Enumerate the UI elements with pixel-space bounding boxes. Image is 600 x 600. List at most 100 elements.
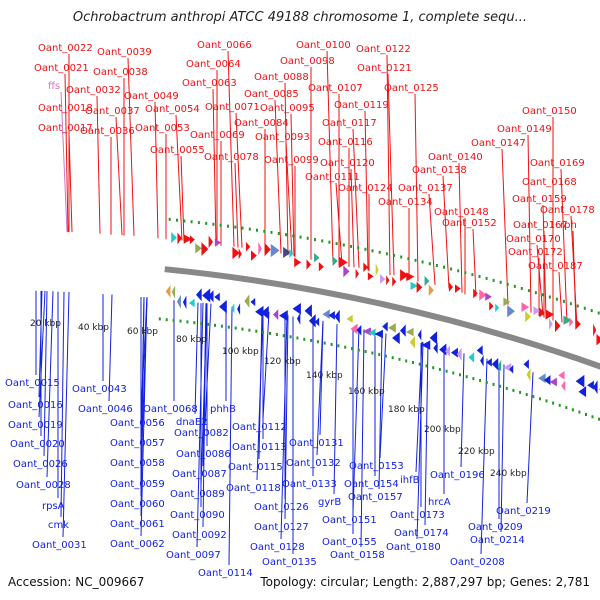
gene-label[interactable]: Oant_0043	[72, 384, 127, 395]
gene-label[interactable]: Oant_0116	[318, 137, 373, 148]
gene-label[interactable]: Oant_0099	[264, 155, 319, 166]
gene-label[interactable]: Oant_0174	[394, 528, 449, 539]
gene-label[interactable]: Oant_0214	[470, 535, 525, 546]
gene-label[interactable]: Oant_0128	[250, 542, 305, 553]
gene-label[interactable]: Oant_0061	[110, 519, 165, 530]
gene-label[interactable]: Oant_0069	[190, 130, 245, 141]
gene-label[interactable]: Oant_0113	[232, 442, 287, 453]
gene-label[interactable]: Oant_0063	[182, 78, 237, 89]
gene-label[interactable]: Oant_0157	[348, 492, 403, 503]
gene-label[interactable]: Oant_0019	[8, 420, 63, 431]
gene-label[interactable]: Oant_0112	[232, 422, 287, 433]
gene-label[interactable]: Oant_0173	[390, 510, 445, 521]
gene-label[interactable]: Oant_0039	[97, 47, 152, 58]
gene-label[interactable]: Oant_0082	[174, 428, 229, 439]
gene-label[interactable]: Oant_0133	[282, 479, 337, 490]
gene-label[interactable]: Oant_0168	[522, 177, 577, 188]
gene-label[interactable]: Oant_0046	[78, 404, 133, 415]
gene-label[interactable]: Oant_0089	[170, 489, 225, 500]
gene-label[interactable]: Oant_0121	[357, 63, 412, 74]
gene-label[interactable]: dnaE2	[176, 417, 208, 428]
gene-label[interactable]: Oant_0137	[398, 183, 453, 194]
gene-label[interactable]: Oant_0117	[322, 118, 377, 129]
gene-label[interactable]: Oant_0167	[513, 220, 568, 231]
gene-label[interactable]: ihfB	[400, 475, 420, 486]
gene-label[interactable]: Oant_0097	[166, 550, 221, 561]
gene-label[interactable]: ffs	[48, 81, 60, 92]
gene-label[interactable]: Oant_0134	[378, 197, 433, 208]
gene-label[interactable]: Oant_0086	[176, 449, 231, 460]
gene-label[interactable]: Oant_0100	[296, 40, 351, 51]
gene-label[interactable]: Oant_0119	[334, 100, 389, 111]
gene-label[interactable]: Oant_0093	[255, 132, 310, 143]
gene-label[interactable]: Oant_0180	[386, 542, 441, 553]
gene-label[interactable]: Oant_0054	[145, 104, 200, 115]
gene-label[interactable]: Oant_0036	[80, 126, 135, 137]
gene-label[interactable]: Oant_0018	[38, 103, 93, 114]
gene-label[interactable]: Oant_0172	[508, 247, 563, 258]
gene-label[interactable]: Oant_0124	[338, 183, 393, 194]
gene-label[interactable]: Oant_0155	[322, 537, 377, 548]
gene-label[interactable]: cmk	[48, 520, 69, 531]
gene-label[interactable]: Oant_0049	[124, 91, 179, 102]
gene-label[interactable]: gyrB	[318, 497, 341, 508]
gene-label[interactable]: Oant_0055	[150, 145, 205, 156]
gene-label[interactable]: Oant_0059	[110, 479, 165, 490]
gene-label[interactable]: Oant_0111	[305, 172, 360, 183]
gene-label[interactable]: phhB	[210, 404, 236, 415]
gene-label[interactable]: Oant_0037	[85, 106, 140, 117]
gene-label[interactable]: Oant_0026	[13, 459, 68, 470]
gene-label[interactable]: Oant_0138	[412, 165, 467, 176]
gene-label[interactable]: Oant_0208	[450, 557, 505, 568]
gene-label[interactable]: Oant_0127	[254, 522, 309, 533]
gene-label[interactable]: Oant_0115	[228, 462, 283, 473]
gene-label[interactable]: Oant_0135	[262, 557, 317, 568]
gene-label[interactable]: Oant_0064	[186, 59, 241, 70]
gene-label[interactable]: Oant_0071	[205, 102, 260, 113]
gene-label[interactable]: Oant_0178	[540, 205, 595, 216]
gene-labels[interactable]: Oant_0022Oant_0021ffsOant_0018Oant_0017O…	[5, 40, 595, 579]
gene-label[interactable]: Oant_0219	[496, 506, 551, 517]
gene-label[interactable]: hrcA	[428, 497, 451, 508]
gene-label[interactable]: Oant_0031	[32, 540, 87, 551]
gene-label[interactable]: Oant_0058	[110, 458, 165, 469]
gene-label[interactable]: rpsA	[42, 501, 65, 512]
gene-label[interactable]: Oant_0095	[260, 103, 315, 114]
gene-label[interactable]: Oant_0209	[468, 522, 523, 533]
gene-label[interactable]: Oant_0140	[428, 152, 483, 163]
gene-label[interactable]: Oant_0062	[110, 539, 165, 550]
gene-label[interactable]: Oant_0150	[522, 106, 577, 117]
gene-label[interactable]: Oant_0153	[349, 461, 404, 472]
gene-label[interactable]: Oant_0149	[497, 124, 552, 135]
gene-label[interactable]: Oant_0118	[226, 483, 281, 494]
gene-label[interactable]: Oant_0107	[308, 83, 363, 94]
gene-label[interactable]: Oant_0132	[286, 458, 341, 469]
gene-label[interactable]: Oant_0092	[172, 530, 227, 541]
gene-label[interactable]: Oant_0152	[442, 218, 497, 229]
gene-label[interactable]: Oant_0015	[5, 378, 60, 389]
gene-label[interactable]: Oant_0020	[10, 439, 65, 450]
gene-label[interactable]: Oant_0154	[344, 479, 399, 490]
gene-label[interactable]: Oant_0120	[320, 158, 375, 169]
gene-label[interactable]: Oant_0068	[143, 404, 198, 415]
gene-label[interactable]: Oant_0085	[244, 89, 299, 100]
gene-label[interactable]: Oant_0090	[170, 510, 225, 521]
gene-label[interactable]: Oant_0017	[38, 123, 93, 134]
gene-label[interactable]: Oant_0056	[110, 418, 165, 429]
gene-label[interactable]: Oant_0147	[471, 138, 526, 149]
gene-label[interactable]: Oant_0170	[506, 234, 561, 245]
gene-label[interactable]: Oant_0169	[530, 158, 585, 169]
gene-label[interactable]: Oant_0084	[234, 118, 289, 129]
gene-label[interactable]: Oant_0066	[197, 40, 252, 51]
gene-label[interactable]: Oant_0159	[512, 194, 567, 205]
gene-label[interactable]: Oant_0087	[172, 469, 227, 480]
gene-label[interactable]: Oant_0088	[254, 72, 309, 83]
gene-label[interactable]: Oant_0148	[434, 207, 489, 218]
gene-label[interactable]: Oant_0038	[93, 67, 148, 78]
gene-label[interactable]: Oant_0126	[254, 502, 309, 513]
gene-label[interactable]: Oant_0151	[322, 515, 377, 526]
gene-label[interactable]: Oant_0057	[110, 438, 165, 449]
gene-label[interactable]: Oant_0114	[198, 568, 253, 579]
gene-label[interactable]: Oant_0196	[430, 470, 485, 481]
